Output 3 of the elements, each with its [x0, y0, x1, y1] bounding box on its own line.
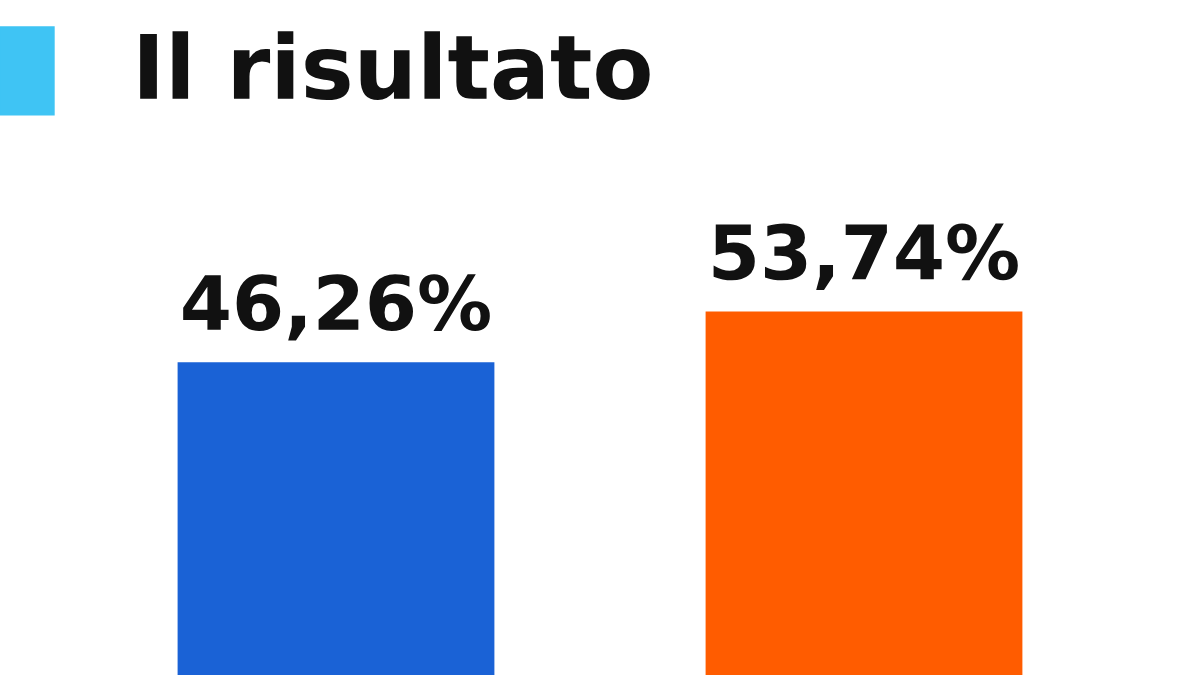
- chart-title: Il risultato: [140, 31, 650, 101]
- data-label: 53,74%: [713, 223, 1018, 290]
- data-label: 46,26%: [183, 274, 490, 341]
